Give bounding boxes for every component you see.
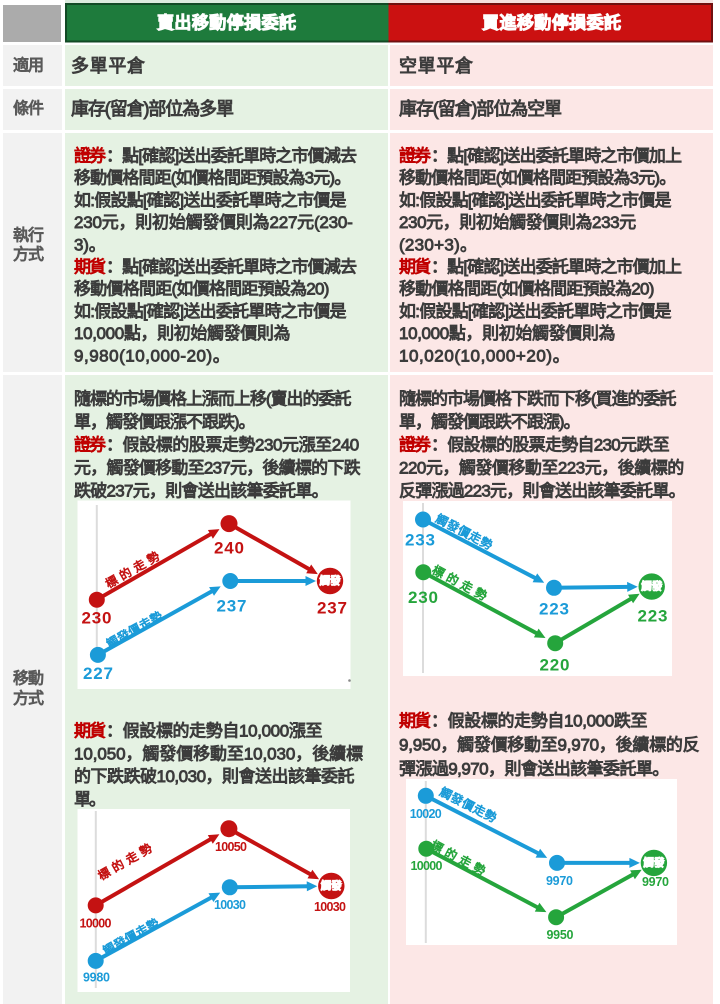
svg-text:9970: 9970 (642, 875, 669, 889)
svg-text:10,000點，則初始觸發價則為: 10,000點，則初始觸發價則為 (74, 324, 291, 343)
svg-text:9950: 9950 (547, 928, 574, 942)
svg-text:觸發: 觸發 (641, 580, 663, 593)
svg-text:240: 240 (214, 539, 244, 558)
svg-text:觸發: 觸發 (321, 879, 343, 892)
svg-text:：假設標的股票走勢230元漲至240: ：假設標的股票走勢230元漲至240 (106, 436, 359, 455)
svg-text:：假設標的走勢自10,000跌至: ：假設標的走勢自10,000跌至 (431, 712, 648, 731)
svg-text:：假設標的股票走勢自230元跌至: ：假設標的股票走勢自230元跌至 (431, 436, 670, 455)
svg-text:220: 220 (540, 656, 570, 675)
svg-text:：點[確認]送出委託單時之市價減去: ：點[確認]送出委託單時之市價減去 (106, 258, 357, 277)
svg-text:230: 230 (408, 588, 438, 607)
svg-text:233: 233 (405, 531, 435, 550)
svg-text:移動: 移動 (13, 670, 44, 688)
svg-text:237: 237 (317, 599, 347, 618)
svg-text:證券: 證券 (399, 147, 431, 166)
svg-text:10,050，觸發價移動至10,030，後續標: 10,050，觸發價移動至10,030，後續標 (74, 744, 363, 763)
svg-text:10,020(10,000+20)。: 10,020(10,000+20)。 (399, 346, 570, 365)
svg-text:如:假設點[確認]送出委託單時之市價是: 如:假設點[確認]送出委託單時之市價是 (74, 302, 347, 321)
svg-text:：點[確認]送出委託單時之市價減去: ：點[確認]送出委託單時之市價減去 (106, 147, 357, 166)
svg-text:移動價格間距(如價格間距預設為20): 移動價格間距(如價格間距預設為20) (399, 280, 654, 299)
svg-text:彈漲過9,970，則會送出該筆委託單。: 彈漲過9,970，則會送出該筆委託單。 (399, 760, 669, 779)
svg-text:庫存(留倉)部位為空單: 庫存(留倉)部位為空單 (399, 99, 562, 119)
svg-text:10020: 10020 (410, 807, 442, 821)
svg-text:如:假設點[確認]送出委託單時之市價是: 如:假設點[確認]送出委託單時之市價是 (74, 191, 347, 210)
svg-text:10050: 10050 (215, 840, 247, 854)
svg-text:10000: 10000 (411, 859, 443, 873)
svg-text:多單平倉: 多單平倉 (71, 56, 145, 76)
svg-text:執行: 執行 (13, 227, 44, 245)
svg-text:觸發: 觸發 (320, 574, 342, 587)
svg-text:(230+3)。: (230+3)。 (399, 235, 477, 254)
svg-text:230元，則初始觸發價則為227元(230-: 230元，則初始觸發價則為227元(230- (74, 213, 353, 232)
svg-text:237: 237 (217, 597, 247, 616)
svg-text:買進移動停損委託: 買進移動停損委託 (482, 13, 621, 33)
svg-text:反彈漲過223元，則會送出該筆委託單。: 反彈漲過223元，則會送出該筆委託單。 (399, 482, 686, 501)
svg-text:223: 223 (638, 607, 668, 626)
svg-text:9980: 9980 (83, 971, 110, 985)
svg-text:方式: 方式 (13, 690, 44, 708)
svg-text:觸發: 觸發 (643, 856, 665, 869)
svg-text:如:假設點[確認]送出委託單時之市價是: 如:假設點[確認]送出委託單時之市價是 (399, 191, 672, 210)
svg-text:10030: 10030 (214, 898, 246, 912)
svg-text:隨標的市場價格上漲而上移(賣出的委託: 隨標的市場價格上漲而上移(賣出的委託 (74, 390, 352, 409)
svg-text:227: 227 (83, 664, 113, 683)
svg-text:隨標的市場價格下跌而下移(買進的委託: 隨標的市場價格下跌而下移(買進的委託 (399, 390, 677, 409)
svg-text:適用: 適用 (13, 57, 44, 75)
svg-text:單，觸發價跟跌不跟漲)。: 單，觸發價跟跌不跟漲)。 (399, 413, 581, 432)
svg-text:空單平倉: 空單平倉 (399, 56, 473, 76)
svg-text:方式: 方式 (13, 246, 44, 264)
svg-text:230元，則初始觸發價則為233元: 230元，則初始觸發價則為233元 (399, 213, 636, 232)
svg-text:條件: 條件 (13, 100, 44, 118)
svg-text:期貨: 期貨 (399, 712, 431, 731)
svg-text:證券: 證券 (74, 147, 106, 166)
svg-text:：點[確認]送出委託單時之市價加上: ：點[確認]送出委託單時之市價加上 (431, 258, 682, 277)
svg-text:跌破237元，則會送出該筆委託單。: 跌破237元，則會送出該筆委託單。 (74, 482, 329, 501)
svg-text:的下跌跌破10,030，則會送出該筆委託: 的下跌跌破10,030，則會送出該筆委託 (74, 767, 355, 786)
svg-text:移動價格間距(如價格間距預設為20): 移動價格間距(如價格間距預設為20) (74, 280, 329, 299)
svg-text:：假設標的走勢自10,000漲至: ：假設標的走勢自10,000漲至 (106, 722, 323, 741)
svg-text:220元，觸發價移動至223元，後續標的: 220元，觸發價移動至223元，後續標的 (399, 459, 684, 478)
svg-text:期貨: 期貨 (74, 722, 106, 741)
svg-text:如:假設點[確認]送出委託單時之市價是: 如:假設點[確認]送出委託單時之市價是 (399, 302, 672, 321)
svg-text:10030: 10030 (314, 900, 346, 914)
svg-text:：點[確認]送出委託單時之市價加上: ：點[確認]送出委託單時之市價加上 (431, 147, 682, 166)
svg-text:期貨: 期貨 (399, 258, 431, 277)
svg-text:移動價格間距(如價格間距預設為3元)。: 移動價格間距(如價格間距預設為3元)。 (399, 169, 676, 188)
svg-text:223: 223 (539, 600, 569, 619)
svg-text:單。: 單。 (74, 790, 106, 809)
svg-text:9,980(10,000-20)。: 9,980(10,000-20)。 (74, 346, 230, 365)
svg-text:3)。: 3)。 (74, 235, 106, 254)
svg-text:230: 230 (82, 609, 112, 628)
svg-text:賣出移動停損委託: 賣出移動停損委託 (156, 13, 296, 33)
svg-text:庫存(留倉)部位為多單: 庫存(留倉)部位為多單 (71, 99, 234, 119)
svg-text:證券: 證券 (74, 436, 106, 455)
svg-text:期貨: 期貨 (74, 258, 106, 277)
svg-text:移動價格間距(如價格間距預設為3元)。: 移動價格間距(如價格間距預設為3元)。 (74, 169, 351, 188)
svg-text:證券: 證券 (399, 436, 431, 455)
svg-text:10000: 10000 (80, 917, 112, 931)
svg-text:9970: 9970 (546, 874, 573, 888)
svg-text:單，觸發價跟漲不跟跌)。: 單，觸發價跟漲不跟跌)。 (74, 413, 256, 432)
svg-text:元，觸發價移動至237元，後續標的下跌: 元，觸發價移動至237元，後續標的下跌 (74, 459, 361, 478)
svg-text:10,000點，則初始觸發價則為: 10,000點，則初始觸發價則為 (399, 324, 616, 343)
svg-text:9,950，觸發價移動至9,970，後續標的反: 9,950，觸發價移動至9,970，後續標的反 (399, 736, 700, 755)
